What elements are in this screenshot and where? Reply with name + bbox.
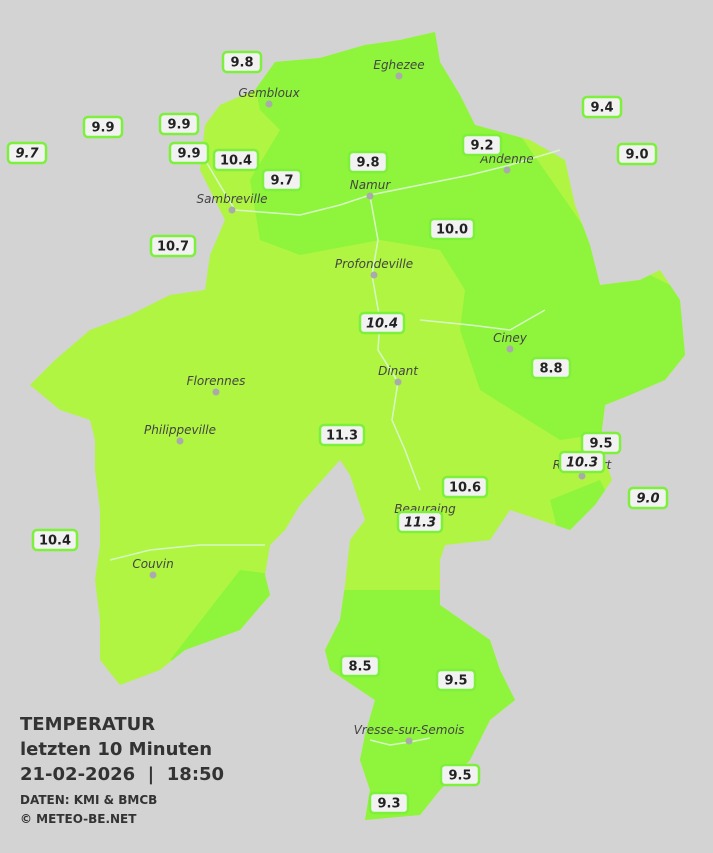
station-box — [168, 141, 210, 165]
station-value: 9.0 — [636, 492, 659, 507]
city-dot — [149, 571, 157, 579]
station-value: 9.5 — [589, 437, 612, 452]
station-value: 9.9 — [177, 147, 200, 162]
city-dot — [212, 388, 220, 396]
station-value: 10.6 — [449, 481, 481, 496]
station-box — [435, 668, 477, 692]
legend: TEMPERATUR letzten 10 Minuten 21-02-2026… — [20, 714, 224, 826]
station-value: 10.4 — [39, 534, 71, 549]
station-box — [368, 791, 410, 815]
station-value: 9.3 — [377, 797, 400, 812]
station-value: 10.4 — [220, 154, 252, 169]
station-value: 10.4 — [366, 317, 398, 332]
station-value: 9.5 — [448, 769, 471, 784]
city-dot — [394, 378, 402, 386]
station-box — [428, 217, 476, 241]
city-label: Florennes — [187, 374, 246, 388]
station-box — [158, 112, 200, 136]
city-dot — [228, 206, 236, 214]
city-dot — [395, 72, 403, 80]
station-box — [347, 150, 389, 174]
city-label: Profondeville — [335, 257, 413, 271]
station-value: 9.9 — [167, 118, 190, 133]
city-label: Gembloux — [238, 86, 300, 100]
station-box — [6, 141, 48, 165]
station-box — [581, 95, 623, 119]
city-label: Namur — [350, 178, 392, 192]
station-value: 10.0 — [436, 223, 468, 238]
station-box — [439, 763, 481, 787]
station-value: 8.5 — [348, 660, 371, 675]
city-dot — [578, 472, 586, 480]
station-box — [396, 510, 444, 534]
city-dot — [370, 271, 378, 279]
city-label: Couvin — [132, 557, 173, 571]
legend-period: letzten 10 Minuten — [20, 739, 212, 760]
station-value: 9.7 — [15, 147, 39, 162]
city-label: Eghezee — [373, 58, 424, 72]
station-value: 9.8 — [230, 56, 253, 71]
city-dot — [503, 166, 511, 174]
station-value: 11.3 — [404, 516, 436, 531]
station-value: 10.7 — [157, 240, 189, 255]
station-value: 9.0 — [625, 148, 648, 163]
station-box — [358, 311, 406, 335]
station-value: 11.3 — [326, 429, 358, 444]
city-dot — [366, 192, 374, 200]
city-dot — [265, 100, 273, 108]
station-box — [212, 148, 260, 172]
station-box — [441, 475, 489, 499]
station-value: 9.8 — [356, 156, 379, 171]
station-box — [318, 423, 366, 447]
city-label: Dinant — [378, 364, 419, 378]
station-box — [530, 356, 572, 380]
station-value: 9.7 — [270, 174, 293, 189]
station-value: 9.2 — [470, 139, 493, 154]
city-dot — [506, 345, 514, 353]
city-label: Sambreville — [196, 192, 267, 206]
legend-copyright: © METEO-BE.NET — [20, 812, 137, 826]
station-box — [461, 133, 503, 157]
station-value: 9.4 — [590, 101, 613, 116]
city-label: Vresse-sur-Semois — [354, 723, 465, 737]
station-value: 9.9 — [91, 121, 114, 136]
station-box — [261, 168, 303, 192]
station-value: 10.3 — [566, 456, 598, 471]
legend-datetime: 21-02-2026 | 18:50 — [20, 764, 224, 785]
station-box — [149, 234, 197, 258]
station-box — [339, 654, 381, 678]
city-dot — [176, 437, 184, 445]
station-value: 9.5 — [444, 674, 467, 689]
station-value: 8.8 — [539, 362, 562, 377]
city-dot — [405, 737, 413, 745]
stations: 9.8 9.9 9.9 9.7 9.9 10.4 9.7 9.8 9.2 9.4 9.0 10.7 10… — [6, 50, 669, 815]
legend-title: TEMPERATUR — [20, 714, 155, 735]
station-box — [616, 142, 658, 166]
legend-source: DATEN: KMI & BMCB — [20, 793, 157, 807]
station-box — [558, 450, 606, 474]
station-box — [221, 50, 263, 74]
station-box — [31, 528, 79, 552]
station-box — [82, 115, 124, 139]
city-label: Philippeville — [144, 423, 216, 437]
city-label: Ciney — [493, 331, 528, 345]
station-box — [627, 486, 669, 510]
